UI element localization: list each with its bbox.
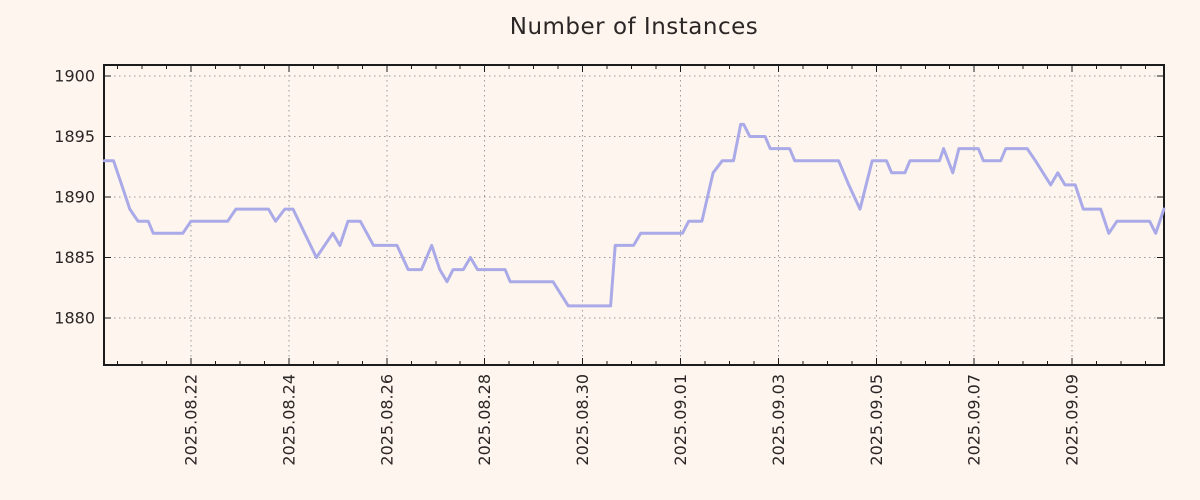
- x-tick-label: 2025.08.30: [573, 374, 592, 466]
- chart-title: Number of Instances: [509, 14, 759, 40]
- plot-border: [103, 64, 1165, 366]
- x-tick-label: 2025.08.24: [279, 374, 298, 466]
- y-tick-label: 1890: [54, 188, 95, 207]
- x-tick-label: 2025.08.26: [377, 374, 396, 466]
- x-tick-label: 2025.08.22: [182, 374, 201, 466]
- y-tick-label: 1895: [54, 127, 95, 146]
- x-tick-label: 2025.09.09: [1063, 374, 1082, 466]
- x-tick-label: 2025.09.01: [671, 374, 690, 466]
- x-tick-label: 2025.09.03: [769, 374, 788, 466]
- y-tick-label: 1885: [54, 248, 95, 267]
- y-tick-label: 1880: [54, 309, 95, 328]
- x-tick-label: 2025.09.07: [965, 374, 984, 466]
- x-tick-label: 2025.09.05: [867, 374, 886, 466]
- y-tick-label: 1900: [54, 67, 95, 86]
- x-tick-label: 2025.08.28: [475, 374, 494, 466]
- series-line: [102, 122, 1166, 308]
